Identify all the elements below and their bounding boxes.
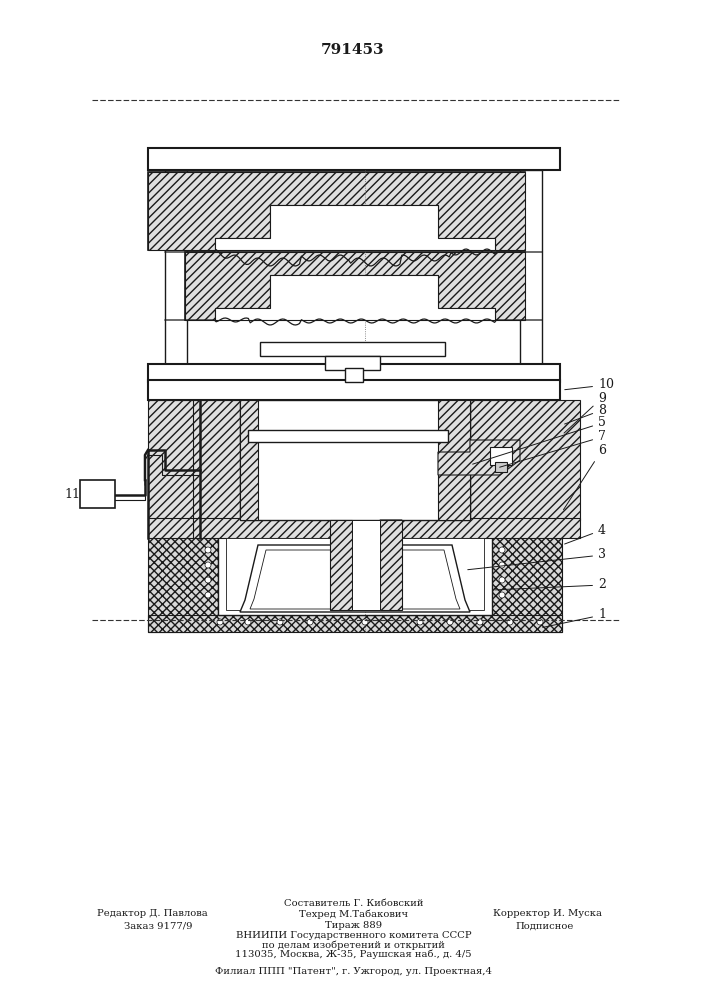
Text: Редактор Д. Павлова: Редактор Д. Павлова [97,910,207,918]
Polygon shape [148,172,525,250]
Bar [148,148,560,170]
Polygon shape [148,400,240,520]
Circle shape [499,592,505,598]
Circle shape [307,619,313,625]
Text: Составитель Г. Кибовский: Составитель Г. Кибовский [284,900,423,908]
Bar [495,462,507,472]
Circle shape [277,619,283,625]
Circle shape [205,547,211,553]
Circle shape [447,619,453,625]
Text: 113035, Москва, Ж-35, Раушская наб., д. 4/5: 113035, Москва, Ж-35, Раушская наб., д. … [235,949,472,959]
Circle shape [477,619,483,625]
Bar [352,520,380,610]
Text: ВНИИПИ Государственного комитета СССР: ВНИИПИ Государственного комитета СССР [235,932,472,940]
Polygon shape [250,550,460,609]
Text: Подписное: Подписное [515,922,573,930]
Text: Тираж 889: Тираж 889 [325,922,382,930]
Bar [260,342,445,356]
Circle shape [245,619,251,625]
Polygon shape [240,545,470,612]
Polygon shape [438,440,520,475]
Text: 7: 7 [500,430,606,467]
Text: 9: 9 [564,391,606,433]
Circle shape [205,592,211,598]
Circle shape [362,619,368,625]
Text: 4: 4 [565,524,606,544]
Polygon shape [492,535,562,632]
Bar [80,480,115,508]
Circle shape [537,619,543,625]
Circle shape [507,619,513,625]
Text: 10: 10 [565,378,614,391]
Bar [248,430,448,442]
Circle shape [499,547,505,553]
Text: 6: 6 [563,444,606,510]
Circle shape [217,619,223,625]
Bar [226,538,484,610]
Text: Заказ 9177/9: Заказ 9177/9 [124,922,192,930]
Polygon shape [380,520,402,610]
Polygon shape [148,535,218,632]
Text: 11: 11 [64,488,80,500]
Bar [148,364,560,382]
Text: 5: 5 [473,416,606,464]
Bar [240,400,470,520]
Text: Техред М.Табакович: Техред М.Табакович [299,909,408,919]
Bar [165,170,187,380]
Circle shape [499,562,505,568]
Bar [218,535,492,615]
Polygon shape [215,205,495,250]
Polygon shape [148,400,240,520]
Polygon shape [380,520,402,610]
Polygon shape [330,520,352,610]
Text: 1: 1 [543,608,606,627]
Text: 791453: 791453 [321,43,385,57]
Polygon shape [185,252,525,320]
Bar [240,400,258,520]
Bar [520,170,542,380]
Polygon shape [148,615,562,632]
Text: 8: 8 [565,403,606,424]
Bar [345,368,363,382]
Circle shape [499,577,505,583]
Polygon shape [185,252,525,320]
Polygon shape [470,400,580,520]
Text: 3: 3 [468,548,606,570]
Text: по делам изобретений и открытий: по делам изобретений и открытий [262,940,445,950]
Bar [148,380,560,400]
Text: 2: 2 [495,578,606,591]
Text: Филиал ППП "Патент", г. Ужгород, ул. Проектная,4: Филиал ППП "Патент", г. Ужгород, ул. Про… [215,968,492,976]
Bar [490,447,512,465]
Bar [438,400,470,520]
Circle shape [205,577,211,583]
Polygon shape [215,275,495,320]
Text: Корректор И. Муска: Корректор И. Муска [493,910,602,918]
Circle shape [205,562,211,568]
Polygon shape [148,518,580,538]
Circle shape [417,619,423,625]
Polygon shape [148,172,525,250]
Bar [325,356,380,370]
